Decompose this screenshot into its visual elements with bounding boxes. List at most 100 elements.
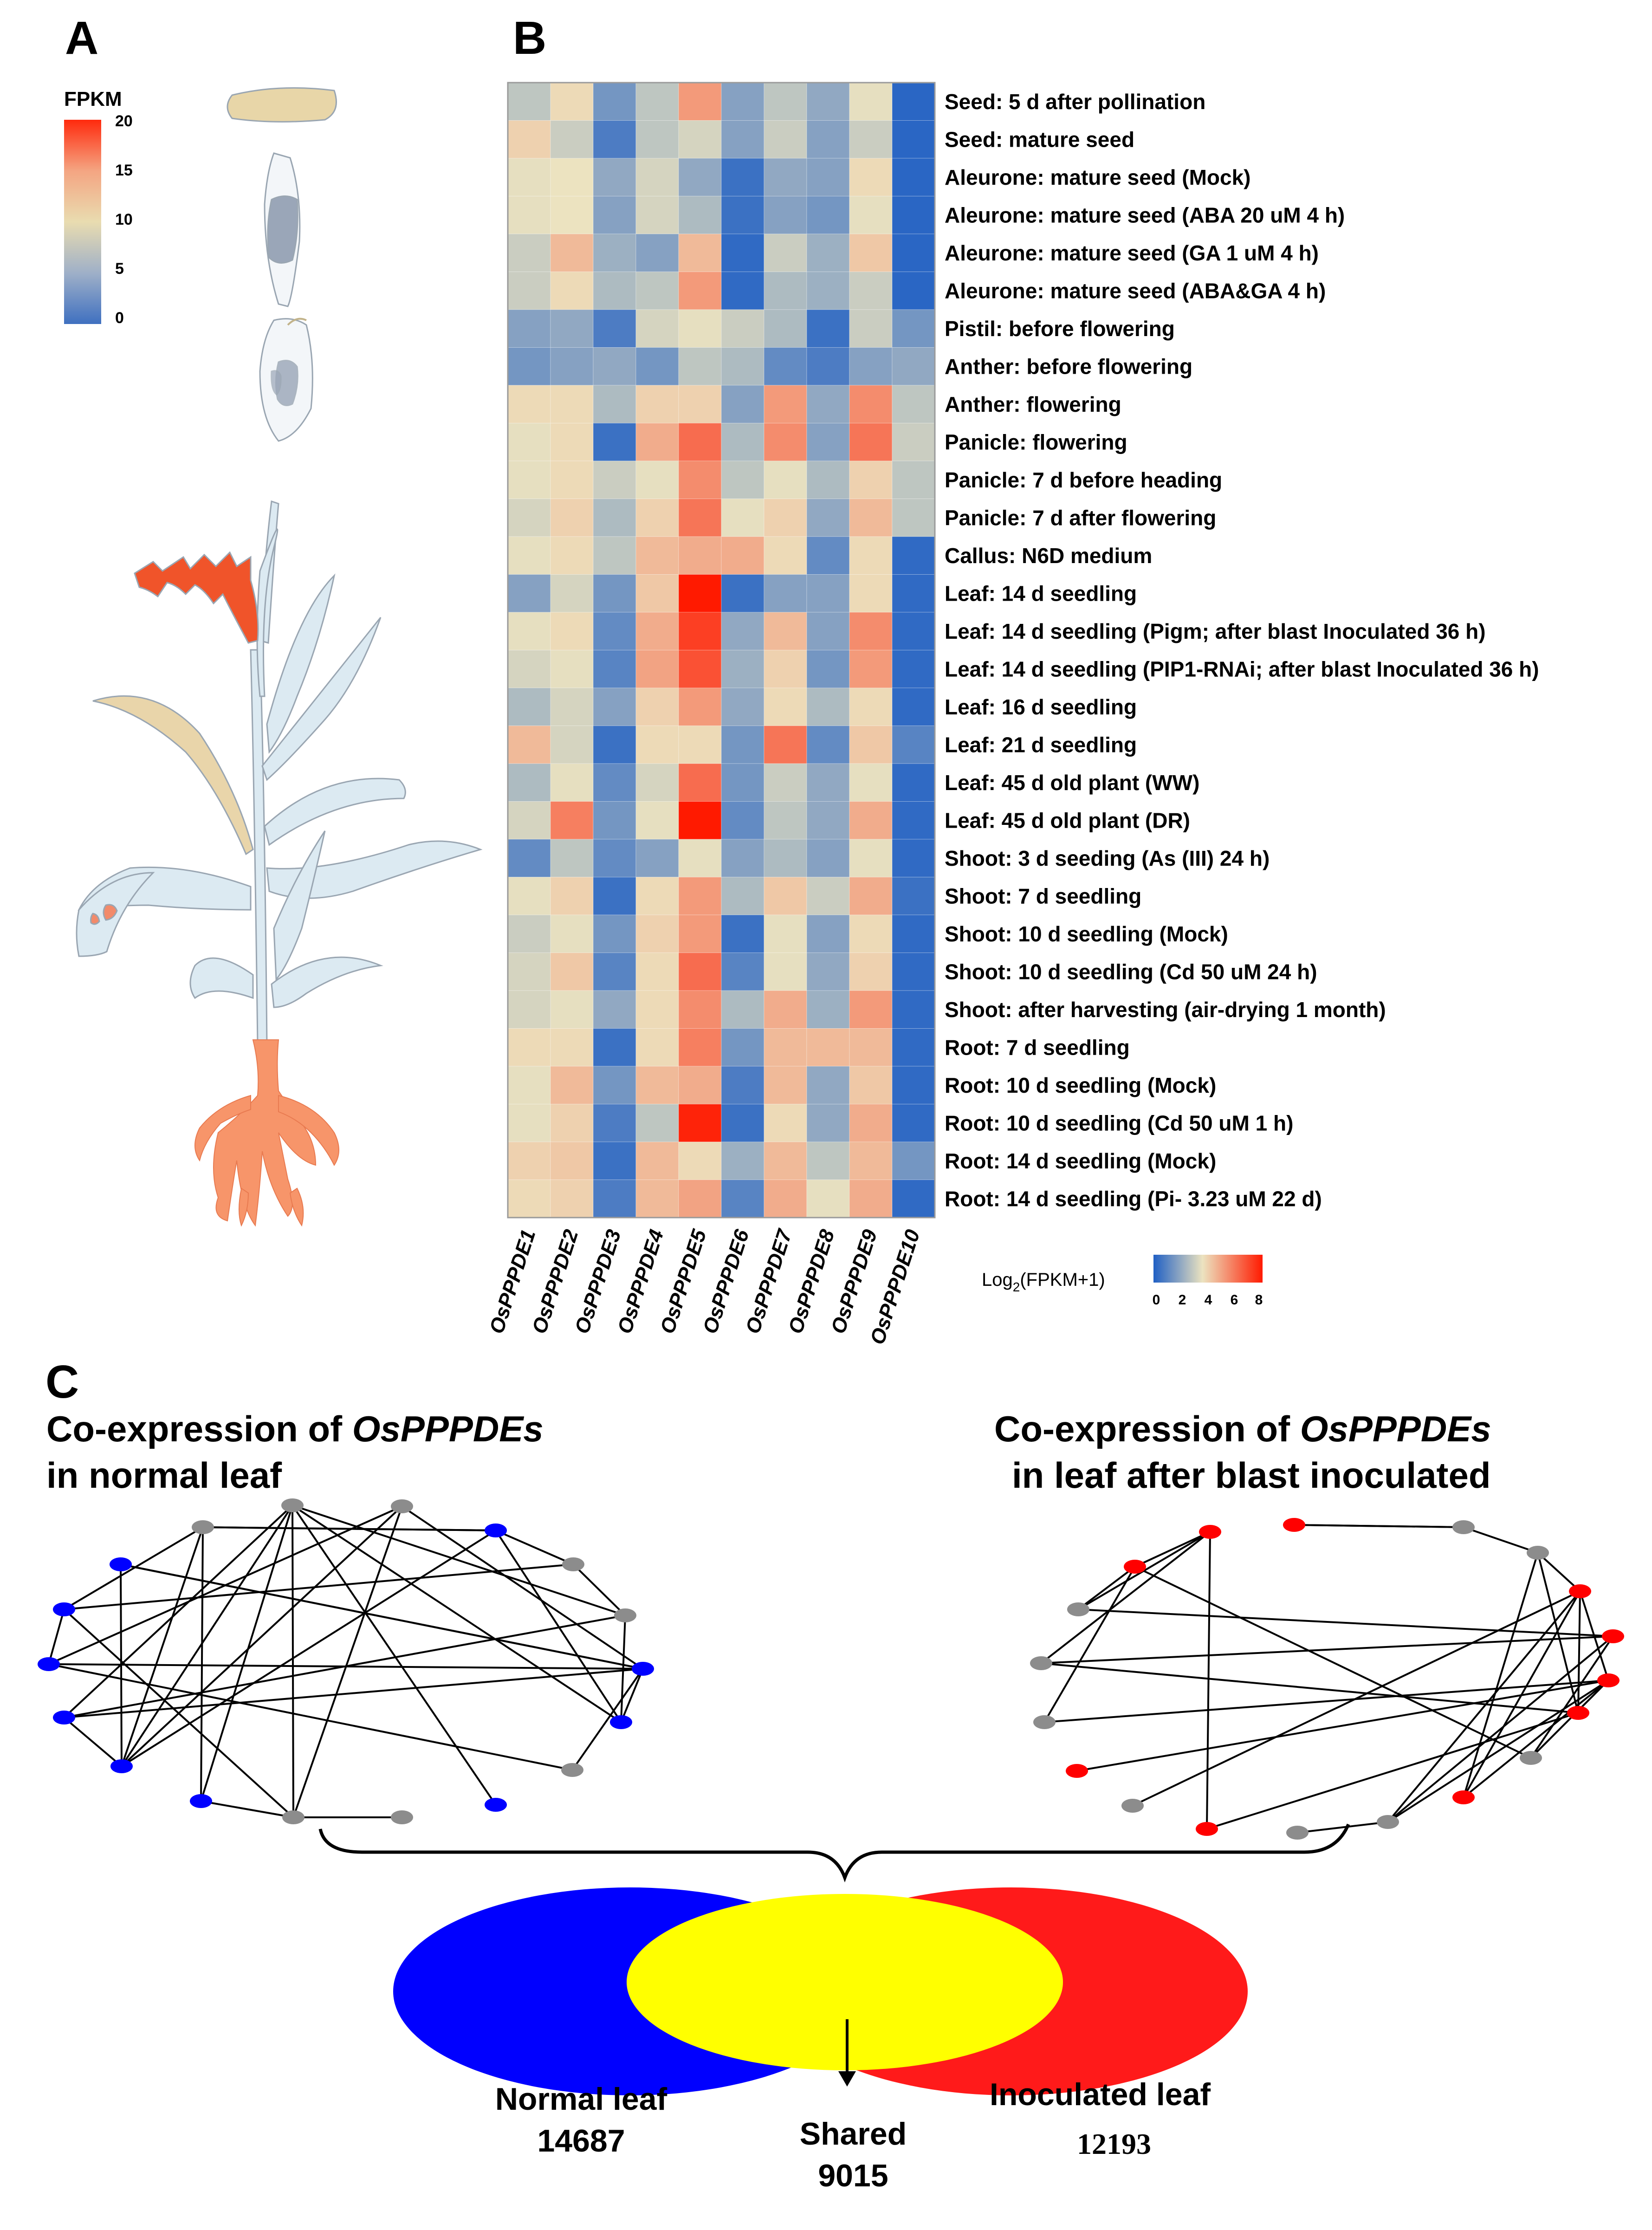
heatmap-row-label: Root: 7 d seedling xyxy=(945,1035,1130,1059)
inoculated-leaf-network xyxy=(1030,1518,1624,1840)
heatmap-cell xyxy=(721,650,764,688)
network-node xyxy=(192,1520,214,1534)
fpkm-tick: 10 xyxy=(115,211,133,228)
heatmap-cell xyxy=(806,272,850,310)
heatmap-cell xyxy=(678,1141,722,1180)
heatmap-cell xyxy=(764,650,807,688)
heatmap-cell xyxy=(849,839,893,877)
network-node xyxy=(1067,1602,1089,1616)
heatmap-row-label: Leaf: 14 d seedling (PIP1-RNAi; after bl… xyxy=(945,657,1539,681)
network-node xyxy=(1196,1822,1218,1836)
network-node xyxy=(1377,1815,1399,1829)
heatmap-cell xyxy=(764,1028,807,1067)
heatmap-cell xyxy=(892,1104,935,1142)
network-node xyxy=(282,1810,304,1824)
network-edge xyxy=(292,1506,403,1818)
network-node xyxy=(1033,1715,1056,1729)
log2-tick: 2 xyxy=(1179,1292,1186,1308)
heatmap-cell xyxy=(892,990,935,1029)
heatmap-cell xyxy=(550,687,594,726)
log2-tick: 6 xyxy=(1231,1292,1238,1308)
network-edge xyxy=(1134,1566,1531,1759)
heatmap-cell xyxy=(764,990,807,1029)
heatmap-cell xyxy=(764,385,807,423)
heatmap-row-label: Shoot: 10 d seedling (Cd 50 uM 24 h) xyxy=(945,959,1317,984)
svg-text:Co-expression of OsPPPDEs: Co-expression of OsPPPDEs xyxy=(46,1408,544,1449)
heatmap-cell xyxy=(550,1180,594,1218)
network-edge xyxy=(292,1504,622,1723)
heatmap-cell xyxy=(507,1104,551,1142)
heatmap-row-label: Callus: N6D medium xyxy=(945,544,1152,568)
heatmap-cell xyxy=(721,460,764,499)
heatmap-cell xyxy=(892,82,935,121)
network-edge xyxy=(1134,1531,1211,1568)
heatmap-cell xyxy=(678,1028,722,1067)
heatmap-cell xyxy=(507,650,551,688)
heatmap-row-label: Root: 14 d seedling (Mock) xyxy=(945,1149,1216,1173)
heatmap-cell xyxy=(849,423,893,461)
network-edge xyxy=(292,1505,294,1818)
heatmap-cell xyxy=(806,1104,850,1142)
heatmap-cell xyxy=(892,460,935,499)
venn-right-count: 12193 xyxy=(1077,2127,1151,2160)
heatmap-cell xyxy=(593,536,636,575)
network-node xyxy=(1567,1706,1589,1720)
network-edge xyxy=(64,1668,643,1718)
network-node xyxy=(1452,1520,1475,1534)
expression-heatmap xyxy=(507,82,935,1218)
heatmap-cell xyxy=(678,1066,722,1104)
heatmap-cell xyxy=(678,650,722,688)
heatmap-cell xyxy=(507,763,551,802)
heatmap-cell xyxy=(849,801,893,840)
heatmap-cell xyxy=(806,423,850,461)
heatmap-cell xyxy=(849,726,893,764)
heatmap-cell xyxy=(764,877,807,915)
heatmap-cell xyxy=(678,499,722,537)
heatmap-cell xyxy=(892,953,935,991)
network-node xyxy=(1030,1656,1052,1670)
heatmap-cell xyxy=(593,385,636,423)
venn-left-count: 14687 xyxy=(537,2123,625,2159)
heatmap-cell xyxy=(764,612,807,650)
heatmap-row-label: Panicle: flowering xyxy=(945,430,1127,454)
heatmap-cell xyxy=(678,385,722,423)
heatmap-cell xyxy=(721,574,764,613)
heatmap-cell xyxy=(550,1141,594,1180)
heatmap-cell xyxy=(764,423,807,461)
network-edge xyxy=(48,1609,65,1665)
venn-shared-set xyxy=(627,1894,1063,2070)
heatmap-cell xyxy=(678,82,722,121)
network-edge xyxy=(571,1668,644,1771)
network-node xyxy=(1066,1764,1088,1778)
heatmap-cell xyxy=(593,801,636,840)
heatmap-cell xyxy=(635,839,679,877)
heatmap-cell xyxy=(849,120,893,159)
heatmap-cell xyxy=(550,460,594,499)
heatmap-cell xyxy=(849,1180,893,1218)
heatmap-row-label: Leaf: 16 d seedling xyxy=(945,695,1137,719)
network-edge xyxy=(292,1504,626,1616)
network-edge xyxy=(1463,1526,1538,1554)
heatmap-cell xyxy=(678,726,722,764)
heatmap-cell xyxy=(892,877,935,915)
heatmap-cell xyxy=(721,990,764,1029)
heatmap-cell xyxy=(507,801,551,840)
heatmap-cell xyxy=(678,953,722,991)
network-edge xyxy=(1530,1635,1614,1759)
heatmap-row-label: Leaf: 21 d seedling xyxy=(945,733,1137,757)
heatmap-cell xyxy=(635,914,679,953)
heatmap-row-label: Root: 10 d seedling (Cd 50 uM 1 h) xyxy=(945,1111,1293,1135)
network-node xyxy=(1602,1629,1624,1643)
heatmap-cell xyxy=(550,385,594,423)
heatmap-cell xyxy=(764,953,807,991)
heatmap-row-label: Leaf: 14 d seedling xyxy=(945,581,1137,605)
network-edge xyxy=(63,1717,123,1767)
heatmap-cell xyxy=(635,120,679,159)
heatmap-cell xyxy=(507,196,551,234)
network-edge xyxy=(200,1527,204,1802)
heatmap-cell xyxy=(635,1104,679,1142)
heatmap-cell xyxy=(721,687,764,726)
network-node xyxy=(190,1794,212,1808)
heatmap-cell xyxy=(550,877,594,915)
heatmap-cell xyxy=(721,120,764,159)
